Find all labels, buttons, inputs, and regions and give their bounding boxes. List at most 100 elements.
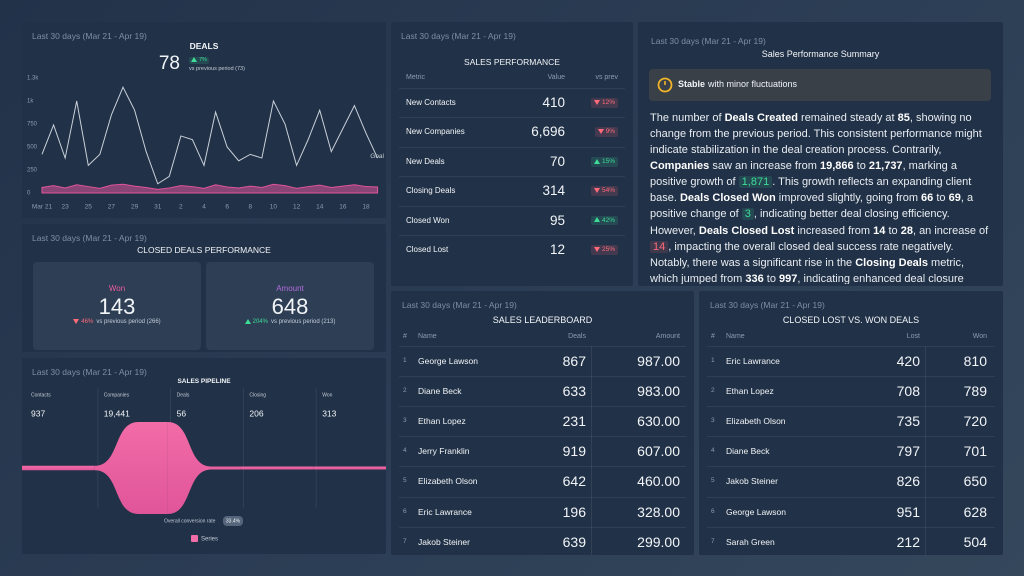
x-tick-label: 27 <box>108 204 116 211</box>
row-divider <box>399 496 686 498</box>
name: Ethan Lopez <box>418 416 466 427</box>
text-segment: , a positive change of <box>650 192 974 220</box>
x-tick-label: 6 <box>225 204 229 211</box>
stage-value: 56 <box>177 408 187 418</box>
paragraph: The number of Deals Created remained ste… <box>650 110 994 222</box>
period-label: Last 30 days (Mar 21 - Apr 19) <box>402 300 517 310</box>
name: Jakob Steiner <box>726 476 778 487</box>
rank: 5 <box>403 477 407 485</box>
row-divider <box>399 376 686 378</box>
comparison: vs previous period (73) <box>189 66 245 72</box>
cell-value: 504 <box>963 533 987 550</box>
stage-value: 206 <box>249 408 263 418</box>
column-header: Deals <box>568 333 586 340</box>
row-divider <box>707 466 995 468</box>
metric-value: 12 <box>549 242 565 257</box>
rank: 4 <box>711 447 715 455</box>
column-header: Name <box>726 333 745 340</box>
text-segment: to <box>885 225 901 237</box>
row-divider <box>707 436 995 438</box>
x-tick-label: 31 <box>154 204 162 211</box>
cell-value: 633 <box>562 383 586 400</box>
kpi-card: Won 143 46% vs previous period (266) <box>33 262 201 350</box>
cell-value: 196 <box>562 503 586 520</box>
text-segment: improved slightly, going from <box>775 192 922 204</box>
name: Sarah Green <box>726 536 775 547</box>
panel-title: CLOSED LOST VS. WON DEALS <box>782 315 920 325</box>
metric-name: Closed Lost <box>406 245 449 254</box>
column-header: Name <box>418 333 437 340</box>
name: Eric Lawrance <box>726 356 780 366</box>
metric-value: 410 <box>542 95 565 110</box>
change-badge: 7% <box>189 57 209 64</box>
change-value: 15% <box>601 157 615 165</box>
stage-label: Companies <box>104 392 130 398</box>
row-divider <box>399 176 625 178</box>
change-value: 42% <box>601 216 615 224</box>
text-segment: 997 <box>779 273 798 284</box>
text-segment: 21,737 <box>868 160 903 172</box>
panel-title: Sales Performance Summary <box>761 49 880 59</box>
row-divider <box>399 526 686 528</box>
summary-text: The number of Deals Created remained ste… <box>650 110 994 284</box>
cell-value: 708 <box>896 383 920 400</box>
text-segment: , an increase of <box>912 225 989 237</box>
text-segment: to <box>853 160 869 172</box>
column-header: Won <box>972 333 987 340</box>
name: Diane Beck <box>726 446 770 457</box>
column-divider <box>591 346 592 555</box>
cell-value: 650 <box>963 473 987 490</box>
kpi-change-row: 204% vs previous period (213) <box>206 319 374 326</box>
cell-value: 826 <box>896 473 920 490</box>
metric-value: 314 <box>542 183 565 199</box>
cell-value: 328.00 <box>637 503 680 520</box>
y-tick-label: 1k <box>27 99 34 105</box>
cell-value: 701 <box>963 443 987 460</box>
cell-value: 420 <box>896 353 920 369</box>
comparison: vs previous period (213) <box>270 319 336 326</box>
cell-value: 628 <box>963 503 987 520</box>
row-divider <box>399 436 686 438</box>
row-divider <box>399 205 625 207</box>
funnel-segment <box>240 466 314 470</box>
icon-ring <box>657 77 673 93</box>
change-arrow <box>593 158 600 164</box>
row-divider <box>707 496 995 498</box>
period-label: Last 30 days (Mar 21 - Apr 19) <box>651 36 766 46</box>
rank: 1 <box>711 357 715 364</box>
kpi-value: 78 <box>158 53 180 74</box>
text-segment: remained steady at <box>797 112 898 124</box>
text-segment: Deals Closed Lost <box>698 225 795 237</box>
x-tick-label: 25 <box>85 204 93 211</box>
kpi-label: Won <box>108 284 126 293</box>
cell-value: 642 <box>562 473 586 490</box>
row-divider <box>399 88 625 89</box>
panel-title: CLOSED DEALS PERFORMANCE <box>137 245 271 255</box>
change-badge: 42% <box>590 215 618 226</box>
status-detail: with minor fluctuations <box>708 79 798 89</box>
text-segment: Companies <box>650 160 710 172</box>
metric-name: Closing Deals <box>406 186 456 196</box>
period-label: Last 30 days (Mar 21 - Apr 19) <box>32 367 147 377</box>
row-divider <box>399 466 686 468</box>
y-tick-label: 750 <box>27 122 38 128</box>
name: George Lawson <box>418 356 479 366</box>
text-segment: , impacting the overall closed deal succ… <box>650 241 954 269</box>
kpi-label: Amount <box>276 284 304 293</box>
metric-value: 6,696 <box>531 124 565 140</box>
column-header: vs prev <box>595 74 618 81</box>
rank: 3 <box>403 417 407 425</box>
y-tick-label: 500 <box>27 145 38 151</box>
text-segment: 69 <box>948 192 961 204</box>
cell-value: 951 <box>896 503 920 520</box>
cell-value: 919 <box>562 443 586 460</box>
cell-value: 607.00 <box>637 443 680 460</box>
column-divider <box>925 346 926 555</box>
row-divider <box>399 235 625 236</box>
change-arrow <box>597 129 604 135</box>
kpi-card: Amount 648 204% vs previous period (213) <box>206 262 374 350</box>
change-badge: 15% <box>590 156 618 167</box>
row-divider <box>707 376 995 378</box>
change-arrow <box>593 99 600 105</box>
text-segment: , showing no change from the previous pe… <box>650 112 982 156</box>
